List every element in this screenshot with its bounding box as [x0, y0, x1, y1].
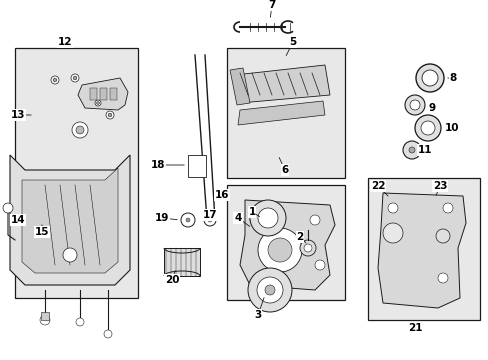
Circle shape: [415, 64, 443, 92]
Text: 1: 1: [248, 207, 255, 217]
Text: 8: 8: [448, 73, 456, 83]
Circle shape: [437, 273, 447, 283]
Circle shape: [414, 115, 440, 141]
Text: 14: 14: [11, 215, 25, 225]
Circle shape: [249, 200, 285, 236]
Text: 10: 10: [444, 123, 458, 133]
Circle shape: [185, 218, 190, 222]
Circle shape: [51, 76, 59, 84]
Circle shape: [420, 121, 434, 135]
Text: 9: 9: [427, 103, 435, 113]
Text: 16: 16: [214, 190, 229, 200]
Bar: [226, 48, 345, 178]
Circle shape: [72, 122, 88, 138]
Circle shape: [299, 240, 315, 256]
Circle shape: [76, 126, 84, 134]
Polygon shape: [235, 65, 329, 103]
Bar: [41, 312, 49, 320]
Circle shape: [95, 100, 101, 106]
Circle shape: [408, 147, 414, 153]
Circle shape: [402, 141, 420, 159]
Polygon shape: [238, 101, 325, 125]
Polygon shape: [22, 168, 118, 273]
Circle shape: [304, 244, 311, 252]
Circle shape: [249, 215, 260, 225]
Circle shape: [104, 330, 112, 338]
Text: 15: 15: [35, 227, 49, 237]
Circle shape: [76, 318, 84, 326]
Circle shape: [108, 113, 112, 117]
Bar: [187, 155, 205, 177]
Circle shape: [40, 315, 50, 325]
Text: 4: 4: [234, 213, 241, 223]
Circle shape: [404, 95, 424, 115]
Text: 7: 7: [268, 0, 275, 10]
Bar: [110, 88, 117, 100]
Circle shape: [73, 76, 77, 80]
Circle shape: [63, 248, 77, 262]
Circle shape: [435, 229, 449, 243]
Bar: [163, 248, 200, 276]
Text: 12: 12: [58, 37, 72, 47]
Text: 19: 19: [155, 213, 169, 223]
Bar: [90, 88, 97, 100]
Circle shape: [181, 213, 195, 227]
Text: 5: 5: [289, 37, 296, 47]
Text: 13: 13: [11, 110, 25, 120]
Circle shape: [203, 214, 216, 226]
Circle shape: [106, 111, 114, 119]
Circle shape: [247, 268, 291, 312]
Circle shape: [442, 203, 452, 213]
Text: 21: 21: [407, 323, 421, 333]
Polygon shape: [229, 68, 249, 105]
Circle shape: [71, 74, 79, 82]
Text: 20: 20: [164, 275, 179, 285]
Circle shape: [421, 70, 437, 86]
Circle shape: [97, 102, 99, 104]
Text: 18: 18: [150, 160, 165, 170]
Circle shape: [309, 215, 319, 225]
Circle shape: [258, 228, 302, 272]
Circle shape: [314, 260, 325, 270]
Polygon shape: [78, 78, 128, 110]
Circle shape: [257, 277, 283, 303]
Circle shape: [382, 223, 402, 243]
Circle shape: [258, 208, 278, 228]
Polygon shape: [377, 193, 465, 308]
Bar: [15, 48, 138, 298]
Text: 2: 2: [296, 232, 303, 242]
Circle shape: [53, 78, 57, 82]
Text: 11: 11: [417, 145, 431, 155]
Circle shape: [387, 203, 397, 213]
Circle shape: [267, 238, 291, 262]
Circle shape: [264, 285, 274, 295]
Circle shape: [207, 218, 212, 222]
Bar: [100, 88, 107, 100]
Text: 22: 22: [370, 181, 385, 191]
Circle shape: [3, 203, 13, 213]
Text: 17: 17: [202, 210, 217, 220]
Text: 3: 3: [254, 310, 261, 320]
Polygon shape: [240, 200, 334, 290]
Text: 6: 6: [281, 165, 288, 175]
Polygon shape: [10, 155, 130, 285]
Text: 23: 23: [432, 181, 447, 191]
Circle shape: [409, 100, 419, 110]
Bar: [367, 178, 479, 320]
Bar: [226, 185, 345, 300]
